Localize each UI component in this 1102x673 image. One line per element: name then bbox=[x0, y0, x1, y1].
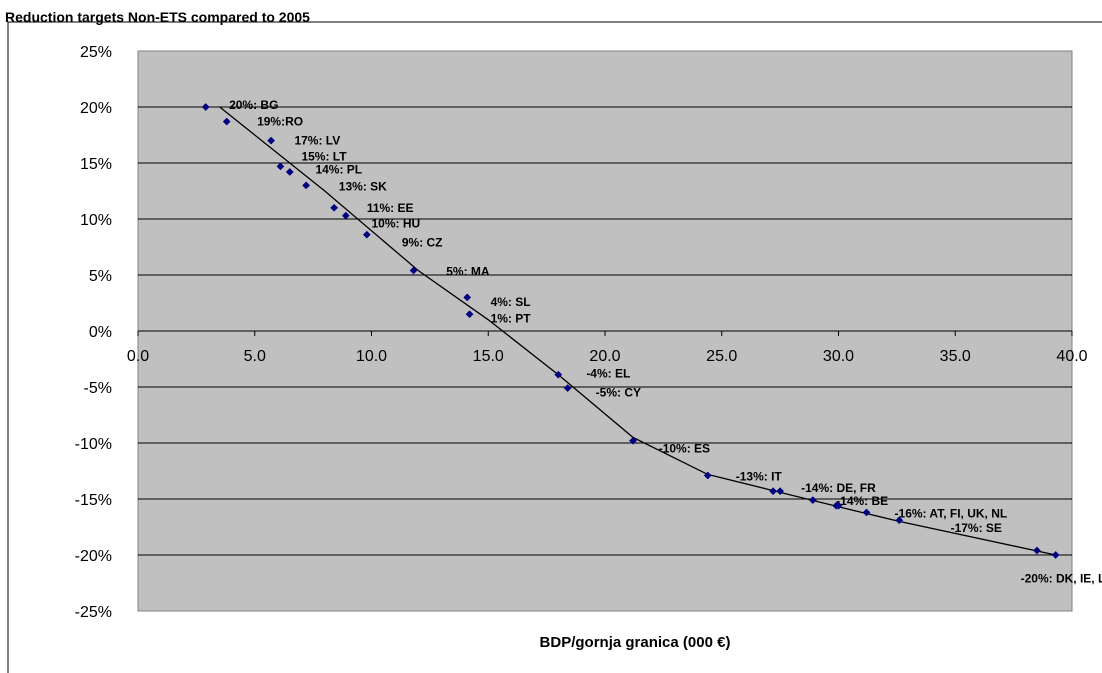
y-tick-label: -25% bbox=[75, 604, 112, 621]
x-tick-label: 0.0 bbox=[127, 348, 149, 365]
point-annotation: 19%:RO bbox=[257, 115, 303, 129]
data-point bbox=[409, 266, 418, 275]
point-annotation: 13%: SK bbox=[339, 180, 387, 194]
point-annotation: -5%: CY bbox=[596, 386, 641, 400]
x-tick-label: 35.0 bbox=[940, 348, 971, 365]
x-tick-labels: 0.0 5.0 10.0 15.0 20.0 25.0 30.0 35.0 40.0 bbox=[127, 331, 1088, 365]
point-annotation: -14%: DE, FR bbox=[801, 481, 876, 495]
x-tick-label: 15.0 bbox=[473, 348, 504, 365]
data-point bbox=[201, 103, 210, 111]
y-tick-label: -20% bbox=[75, 548, 112, 565]
point-annotation: 17%: LV bbox=[294, 134, 340, 148]
point-annotation: -13%: IT bbox=[736, 470, 783, 484]
point-annotation: -14%: BE bbox=[836, 494, 888, 508]
x-tick-label: 5.0 bbox=[244, 348, 266, 365]
data-point bbox=[1051, 551, 1060, 559]
data-point bbox=[330, 203, 339, 212]
y-tick-label: 10% bbox=[80, 212, 112, 229]
data-point bbox=[776, 487, 785, 496]
point-annotation: -10%: ES bbox=[659, 442, 710, 456]
point-annotation: 10%: HU bbox=[372, 216, 421, 230]
data-point bbox=[834, 501, 843, 510]
data-point bbox=[267, 136, 276, 145]
y-tick-label: 25% bbox=[80, 44, 112, 61]
point-annotation: -17%: SE bbox=[951, 521, 1002, 535]
data-point bbox=[362, 230, 371, 239]
point-annotation: -20%: DK, IE, LU bbox=[1021, 572, 1102, 586]
data-point bbox=[285, 168, 294, 176]
x-tick-label: 25.0 bbox=[706, 348, 737, 365]
data-point bbox=[808, 496, 817, 505]
chart-title: Reduction targets Non-ETS compared to 20… bbox=[5, 9, 310, 25]
x-tick-label: 10.0 bbox=[356, 348, 387, 365]
data-point bbox=[769, 487, 778, 496]
point-annotation: 9%: CZ bbox=[402, 236, 443, 250]
y-tick-label: -5% bbox=[84, 380, 112, 397]
data-point bbox=[302, 181, 311, 190]
y-tick-label: -10% bbox=[75, 436, 112, 453]
y-tick-label: 20% bbox=[80, 100, 112, 117]
data-point bbox=[703, 471, 712, 480]
data-point bbox=[895, 516, 904, 525]
data-point bbox=[276, 162, 285, 171]
point-annotation: 15%: LT bbox=[301, 149, 347, 163]
point-annotation: 5%: MA bbox=[446, 265, 490, 279]
x-axis-title: BDP/gornja granica (000 €) bbox=[540, 634, 731, 651]
x-tick-label: 20.0 bbox=[589, 348, 620, 365]
data-point bbox=[563, 384, 572, 393]
data-point bbox=[222, 117, 231, 126]
data-point bbox=[341, 211, 350, 220]
y-tick-label: 5% bbox=[89, 268, 112, 285]
point-annotation: 1%: PT bbox=[491, 312, 532, 326]
y-tick-label: 0% bbox=[89, 324, 112, 341]
data-point bbox=[1033, 546, 1041, 555]
data-point bbox=[465, 310, 474, 319]
point-annotation: 11%: EE bbox=[367, 201, 414, 215]
data-points bbox=[201, 103, 1060, 559]
y-tick-label: 15% bbox=[80, 156, 112, 173]
x-tick-label: 40.0 bbox=[1056, 348, 1087, 365]
data-point bbox=[629, 436, 637, 445]
y-tick-labels: 25% 20% 15% 10% 5% 0% -5% -10% -15% -20% -25% bbox=[75, 44, 112, 621]
point-annotation: 14%: PL bbox=[315, 163, 362, 177]
data-point bbox=[554, 370, 563, 379]
point-annotation: -4%: EL bbox=[586, 367, 630, 381]
point-annotation: 4%: SL bbox=[491, 295, 531, 309]
data-point bbox=[463, 293, 472, 302]
point-annotation: 20%: BG bbox=[229, 98, 278, 112]
point-annotation: -16%: AT, FI, UK, NL bbox=[895, 507, 1008, 521]
x-tick-label: 30.0 bbox=[823, 348, 854, 365]
y-tick-label: -15% bbox=[75, 492, 112, 509]
data-point bbox=[862, 508, 871, 517]
